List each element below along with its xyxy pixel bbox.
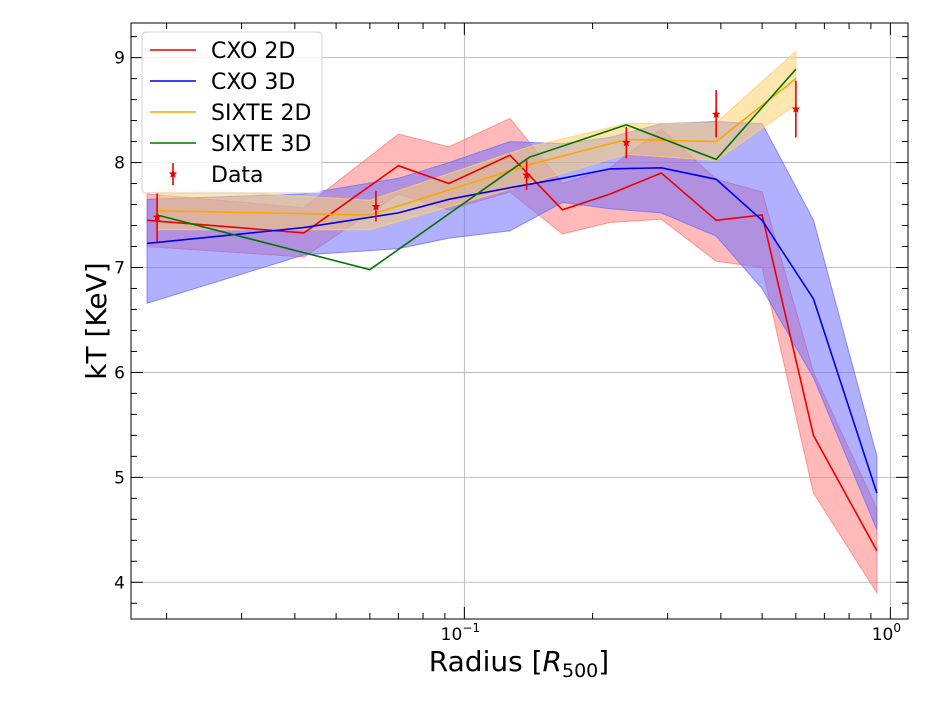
data-point [371, 201, 381, 211]
legend-label: CXO 2D [211, 39, 295, 64]
line-cxo-3d [147, 166, 878, 494]
legend: CXO 2D CXO 3D SIXTE 2D SIXTE 3D Data [141, 31, 323, 194]
legend-label: SIXTE 3D [211, 132, 311, 157]
legend-swatch [168, 169, 178, 178]
data-point [152, 212, 162, 221]
legend-box [141, 31, 323, 194]
data-point [522, 170, 532, 179]
y-tick-label: 4 [114, 573, 125, 593]
x-tick-label: 100 [872, 621, 901, 645]
y-axis-title: kT [KeV] [80, 262, 113, 379]
y-tick-label: 8 [114, 154, 125, 174]
line-cxo-2d [147, 154, 878, 552]
data-point [791, 104, 801, 113]
x-axis-title: Radius [R500] [429, 645, 609, 682]
plot-frame [130, 22, 909, 620]
y-tick-label: 9 [114, 49, 125, 69]
y-tick-label: 7 [114, 258, 125, 278]
line-sixte-3d [156, 68, 797, 271]
data-point [621, 137, 631, 147]
y-tick-label: 5 [114, 468, 125, 488]
y-tick-label: 6 [114, 363, 125, 383]
series-lines [147, 68, 878, 552]
x-tick-label: 10−1 [441, 621, 480, 645]
legend-label: Data [211, 163, 264, 188]
data-point [711, 109, 721, 119]
legend-label: CXO 3D [211, 70, 295, 95]
legend-label: SIXTE 2D [211, 101, 311, 126]
axis-ticks [131, 23, 908, 619]
data-points [152, 80, 801, 243]
tick-labels: 4 5 6 7 8 9 10−1 100 [114, 49, 901, 645]
line-sixte-2d [157, 77, 797, 216]
